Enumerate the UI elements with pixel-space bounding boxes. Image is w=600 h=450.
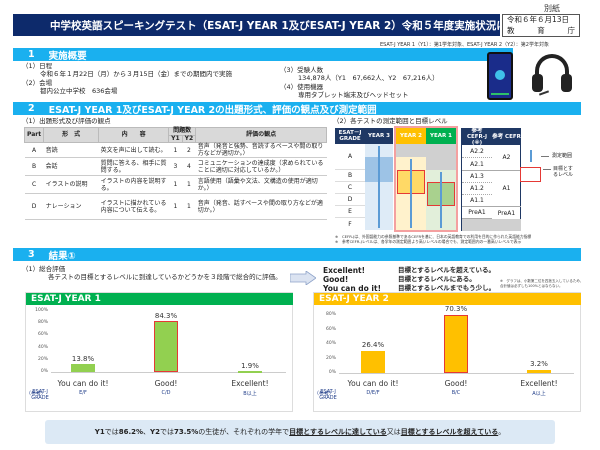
cefr-notes: ※ CEFR-Jは、外国語能力の参照基準であるCEFRを基に、日本の英語教育での…	[335, 234, 532, 244]
table-row: C イラストの説明 イラストの内容を説明する。 1 1 言語使用（語彙や文法、文…	[24, 175, 327, 194]
bar-excellent	[527, 370, 551, 373]
table-row: B 会話 質問に答える、相手に質問する。 3 4 コミュニケーションの達成度（求…	[24, 157, 327, 176]
participants-block: （3）受験人数 134,878人（Y1 67,662人、Y2 67,216人） …	[280, 66, 439, 99]
legend-target-label: 目標とするレベル	[553, 166, 574, 178]
bar-you-can-do-it	[71, 364, 95, 372]
level-legend: Excellent! Good! You can do it!	[323, 266, 382, 293]
graph-note: ※ グラフは、小数第二位を四捨五入しているため、合計値は必ずしも100%とはなら…	[500, 279, 584, 288]
chart-year2: ESAT-J YEAR 2 80% 60% 40% 20% 0% 26.4% 7…	[313, 292, 581, 412]
legend-target-box-icon	[520, 167, 541, 182]
range-arrow-year2	[410, 159, 412, 228]
format-subtitle: （1）出題形式及び評価の観点	[22, 117, 111, 125]
schedule-block: （1）日程 令和６年１月22日（月）から３月15日（金）までの期間内で実施 （2…	[22, 62, 233, 95]
date-box: 令和６年６月13日 教 育 庁	[502, 14, 580, 37]
summary-banner: Y1 では 86.2%、 Y2 では 73.5% の生徒が、それぞれの学年で 目標とするレベル…	[45, 420, 555, 444]
arrow-right-icon	[289, 270, 317, 286]
legend-range-arrow-icon	[530, 150, 532, 162]
target-note: ESAT-J YEAR 1（Y1）：第1学年対象、ESAT-J YEAR 2（Y…	[380, 42, 549, 48]
bar-excellent	[238, 371, 262, 373]
range-subtitle: （2）各テストの測定範囲と目標レベル	[333, 117, 448, 125]
bar-you-can-do-it	[361, 351, 385, 373]
level-descriptions: 目標とするレベルを超えている。 目標とするレベルにある。 目標とするレベルまでも…	[398, 266, 496, 292]
chart-year1: ESAT-J YEAR 1 100% 80% 60% 40% 20% 0% 13…	[25, 292, 293, 412]
overall-eval-block: （1）総合評価 各テストの目標とするレベルに到達しているかどうかを３段階で総合的…	[22, 265, 282, 282]
section-2-header: 2 ESAT-J YEAR 1及びESAT-J YEAR 2の出題形式、評価の観…	[13, 102, 581, 116]
range-arrow-year3	[378, 146, 380, 228]
format-table: Part 形 式 内 容 問題数 評価の観点 Y1 Y2 A 音読 英文を声に出…	[23, 127, 327, 220]
bar-good	[444, 315, 468, 373]
tablet-image	[487, 52, 513, 100]
date: 令和６年６月13日	[507, 15, 570, 24]
section-3-header: 3 結果①	[13, 248, 581, 262]
range-arrow-year1	[440, 172, 442, 228]
organization: 教 育 庁	[507, 25, 575, 35]
page-title: 中学校英語スピーキングテスト（ESAT-J YEAR 1及びESAT-J YEA…	[13, 14, 538, 36]
headset-image	[531, 52, 573, 100]
table-row: A 音読 英文を声に出して読む。 1 2 音声（発音と強勢、音読するペースや間の…	[24, 142, 327, 158]
attachment-label: 別紙	[544, 4, 560, 13]
table-row: D ナレーション イラストに描かれている内容について伝える。 1 1 音声（発音…	[24, 193, 327, 220]
legend-range-label: 測定範囲	[552, 153, 573, 159]
bar-good	[154, 321, 178, 372]
range-diagram: ESAT－J GRADE YEAR 3 YEAR 2 YEAR 1 A B C …	[335, 126, 461, 232]
cefr-table: 参考 CEFR-J (※) 参考 CEFR A2.2 A2.1 A1.3 A1.…	[461, 128, 521, 231]
section-1-header: 1 実施概要	[13, 48, 513, 62]
